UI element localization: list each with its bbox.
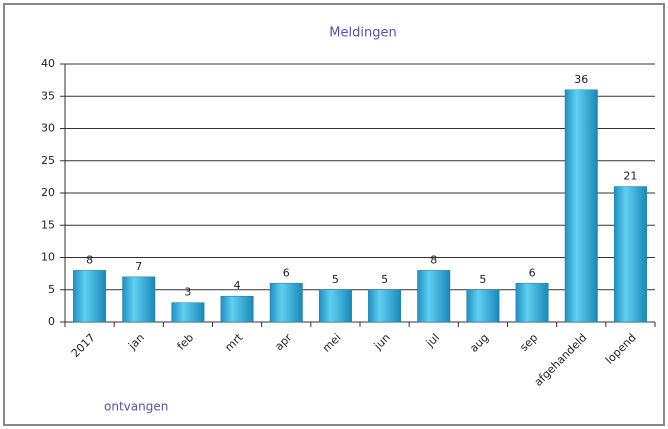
y-tick-label: 0 (48, 315, 55, 328)
data-label: 5 (479, 273, 486, 286)
bar (515, 283, 549, 323)
y-tick-label: 20 (41, 186, 55, 199)
data-label: 8 (86, 253, 93, 266)
y-tick-label: 10 (41, 251, 55, 264)
annotation: ontvangen (104, 400, 168, 414)
bar (613, 186, 647, 323)
bar (269, 283, 303, 323)
y-tick-label: 40 (41, 57, 55, 70)
bar (171, 302, 205, 323)
data-label: 6 (529, 266, 536, 279)
chart-title: Meldingen (329, 26, 396, 41)
bar (73, 270, 107, 323)
data-label: 5 (381, 273, 388, 286)
bar (368, 289, 402, 323)
bar (564, 89, 598, 323)
y-tick-label: 35 (41, 89, 55, 102)
bar (318, 289, 352, 323)
y-tick-label: 30 (41, 122, 55, 135)
chart-border (3, 3, 665, 426)
data-label: 8 (430, 253, 437, 266)
data-label: 6 (283, 266, 290, 279)
data-label: 5 (332, 273, 339, 286)
bar (417, 270, 451, 323)
y-tick-label: 5 (48, 283, 55, 296)
y-tick-label: 25 (41, 154, 55, 167)
data-label: 3 (184, 286, 191, 299)
data-label: 4 (234, 279, 241, 292)
data-label: 7 (135, 260, 142, 273)
bar (220, 295, 254, 323)
y-tick-label: 15 (41, 218, 55, 231)
data-label: 21 (623, 170, 637, 183)
data-label: 36 (574, 73, 588, 86)
bar (466, 289, 500, 323)
bar (122, 276, 156, 323)
